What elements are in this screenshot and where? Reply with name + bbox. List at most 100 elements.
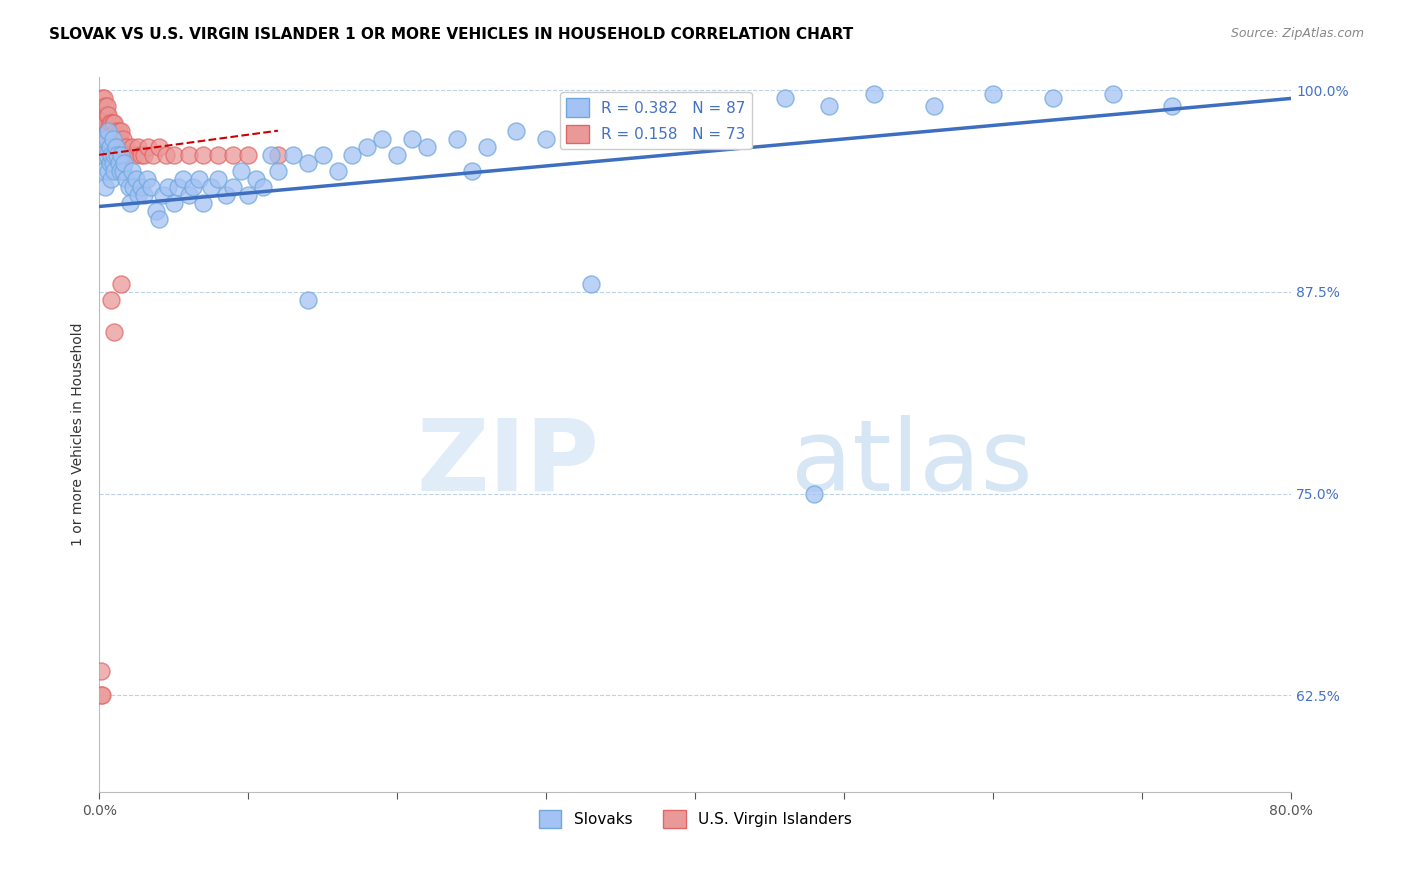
Point: [104, 132, 127, 146]
Point: [91, 688, 114, 702]
Point: [90, 132, 112, 146]
Point: [98, 115, 121, 129]
Y-axis label: 1 or more Vehicles in Household: 1 or more Vehicles in Household: [72, 323, 86, 547]
Point: [94, 115, 117, 129]
Point: [93, 91, 115, 105]
Point: [215, 188, 238, 202]
Point: [91, 107, 114, 121]
Point: [259, 148, 281, 162]
Point: [105, 132, 128, 146]
Point: [342, 148, 364, 162]
Point: [136, 140, 159, 154]
Point: [1101, 87, 1123, 101]
Point: [101, 140, 124, 154]
Point: [311, 148, 333, 162]
Point: [172, 172, 194, 186]
Point: [90, 688, 112, 702]
Point: [105, 140, 128, 154]
Point: [103, 164, 125, 178]
Point: [114, 148, 136, 162]
Point: [118, 148, 141, 162]
Point: [222, 180, 245, 194]
Point: [981, 87, 1004, 101]
Point: [129, 180, 152, 194]
Point: [115, 140, 138, 154]
Point: [773, 91, 796, 105]
Point: [110, 148, 132, 162]
Point: [356, 140, 378, 154]
Point: [148, 140, 170, 154]
Point: [818, 99, 841, 113]
Point: [93, 107, 115, 121]
Point: [96, 148, 118, 162]
Point: [127, 140, 149, 154]
Point: [200, 180, 222, 194]
Point: [101, 156, 124, 170]
Point: [245, 172, 267, 186]
Point: [90, 664, 112, 678]
Point: [93, 140, 115, 154]
Point: [181, 180, 204, 194]
Point: [132, 148, 155, 162]
Point: [96, 107, 118, 121]
Point: [118, 180, 141, 194]
Point: [91, 91, 114, 105]
Point: [177, 188, 200, 202]
Point: [163, 148, 186, 162]
Point: [98, 132, 121, 146]
Point: [96, 99, 118, 113]
Point: [188, 172, 211, 186]
Point: [93, 132, 115, 146]
Point: [207, 172, 229, 186]
Point: [401, 132, 423, 146]
Point: [100, 132, 122, 146]
Point: [148, 212, 170, 227]
Point: [460, 164, 482, 178]
Point: [385, 148, 408, 162]
Point: [326, 164, 349, 178]
Point: [579, 277, 602, 291]
Point: [105, 148, 128, 162]
Point: [94, 148, 117, 162]
Point: [97, 123, 120, 137]
Point: [155, 148, 177, 162]
Point: [222, 148, 245, 162]
Point: [103, 132, 125, 146]
Point: [127, 188, 149, 202]
Point: [125, 172, 148, 186]
Point: [121, 140, 143, 154]
Point: [117, 148, 139, 162]
Text: ZIP: ZIP: [418, 415, 600, 512]
Point: [100, 115, 122, 129]
Point: [371, 132, 394, 146]
Point: [103, 115, 125, 129]
Point: [100, 140, 122, 154]
Point: [104, 123, 127, 137]
Point: [94, 99, 117, 113]
Point: [90, 99, 112, 113]
Point: [90, 115, 112, 129]
Point: [97, 148, 120, 162]
Point: [96, 148, 118, 162]
Point: [167, 180, 190, 194]
Point: [111, 164, 134, 178]
Point: [114, 156, 136, 170]
Point: [104, 140, 127, 154]
Point: [236, 188, 259, 202]
Point: [101, 132, 124, 146]
Legend: Slovaks, U.S. Virgin Islanders: Slovaks, U.S. Virgin Islanders: [533, 804, 858, 834]
Point: [922, 99, 945, 113]
Point: [129, 148, 152, 162]
Point: [142, 148, 165, 162]
Point: [416, 140, 439, 154]
Point: [98, 148, 121, 162]
Point: [101, 115, 124, 129]
Point: [107, 156, 129, 170]
Point: [297, 293, 319, 307]
Point: [229, 164, 252, 178]
Point: [107, 148, 129, 162]
Point: [193, 148, 215, 162]
Point: [145, 204, 167, 219]
Point: [177, 148, 200, 162]
Point: [100, 172, 122, 186]
